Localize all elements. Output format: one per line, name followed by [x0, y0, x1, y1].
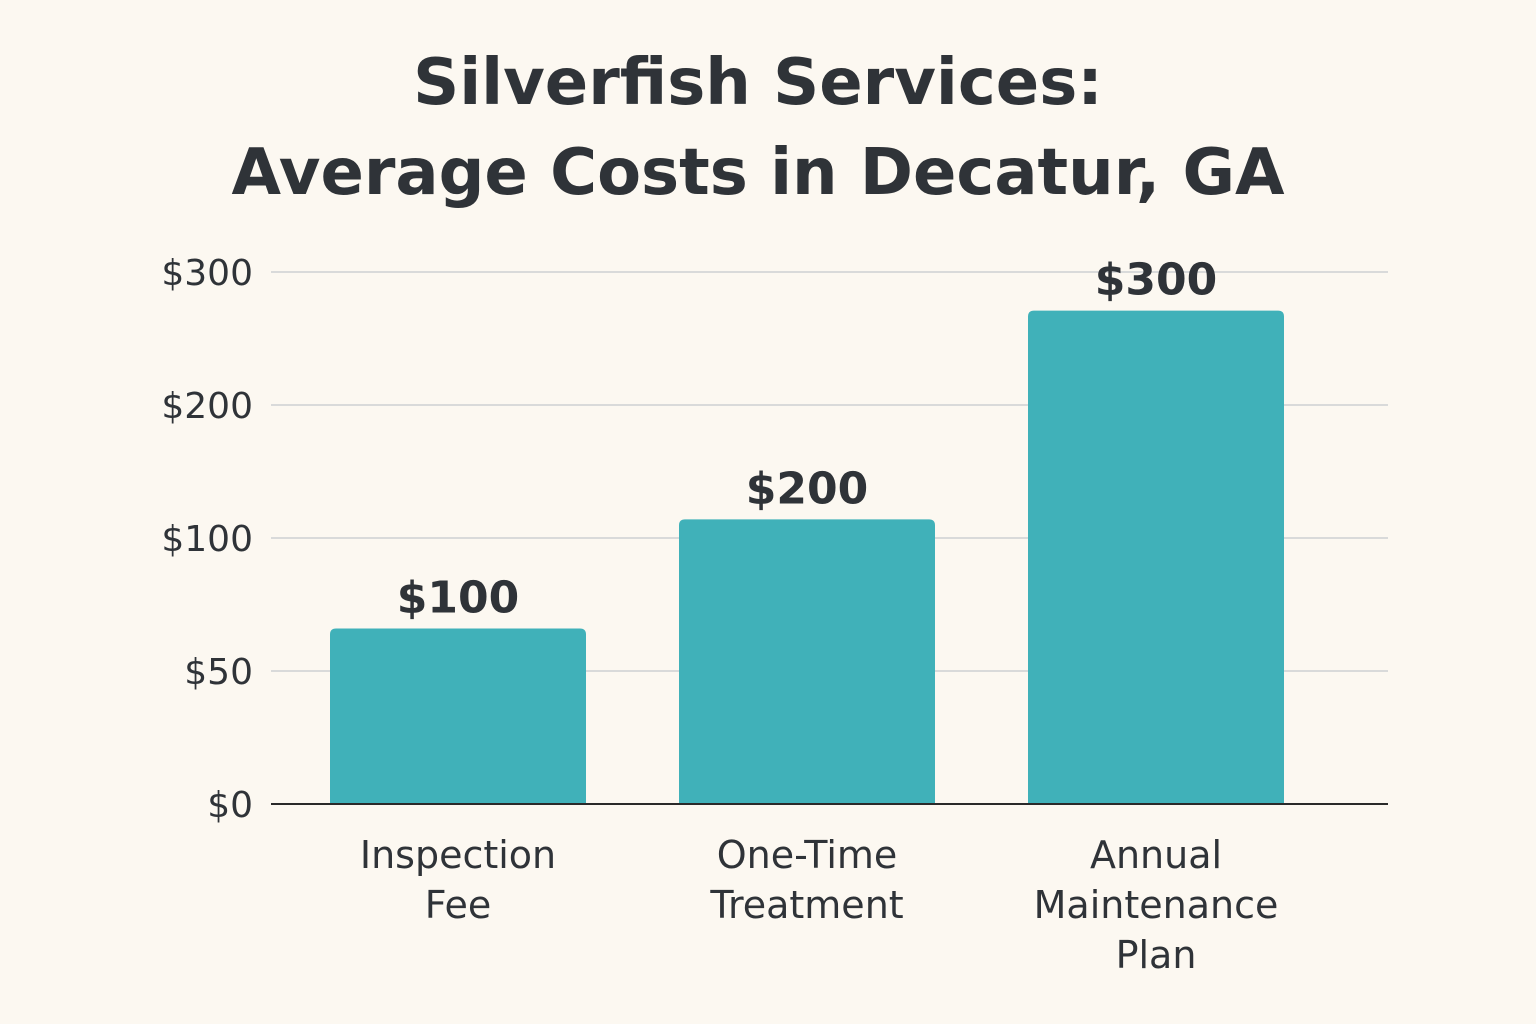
x-tick-label-line: One-Time	[717, 833, 898, 877]
data-label: $200	[746, 463, 868, 514]
bar	[679, 519, 935, 804]
data-label: $300	[1095, 255, 1217, 306]
y-tick-label: $200	[161, 386, 253, 427]
chart-title-line-1: Silverfish Services:	[413, 46, 1103, 120]
data-label: $100	[397, 572, 519, 623]
chart-title: Silverfish Services: Average Costs in De…	[0, 38, 1516, 218]
bar	[330, 628, 586, 804]
x-tick-label: Inspection Fee	[360, 833, 556, 927]
y-tick-label: $300	[161, 253, 253, 294]
bar	[1028, 310, 1284, 804]
x-tick-label-line: Maintenance	[1034, 883, 1279, 927]
x-tick-label: One-Time Treatment	[709, 833, 903, 927]
y-tick-label: $0	[207, 785, 253, 826]
x-tick-label-line: Inspection	[360, 833, 556, 877]
y-tick-label: $50	[184, 652, 253, 693]
x-tick-label: Annual Maintenance Plan	[1034, 833, 1279, 977]
x-tick-label-line: Annual	[1090, 833, 1222, 877]
x-tick-label-line: Fee	[425, 883, 492, 927]
y-tick-label: $100	[161, 519, 253, 560]
chart-title-line-2: Average Costs in Decatur, GA	[231, 136, 1285, 210]
x-tick-label-line: Plan	[1116, 933, 1197, 977]
x-tick-label-line: Treatment	[709, 883, 903, 927]
